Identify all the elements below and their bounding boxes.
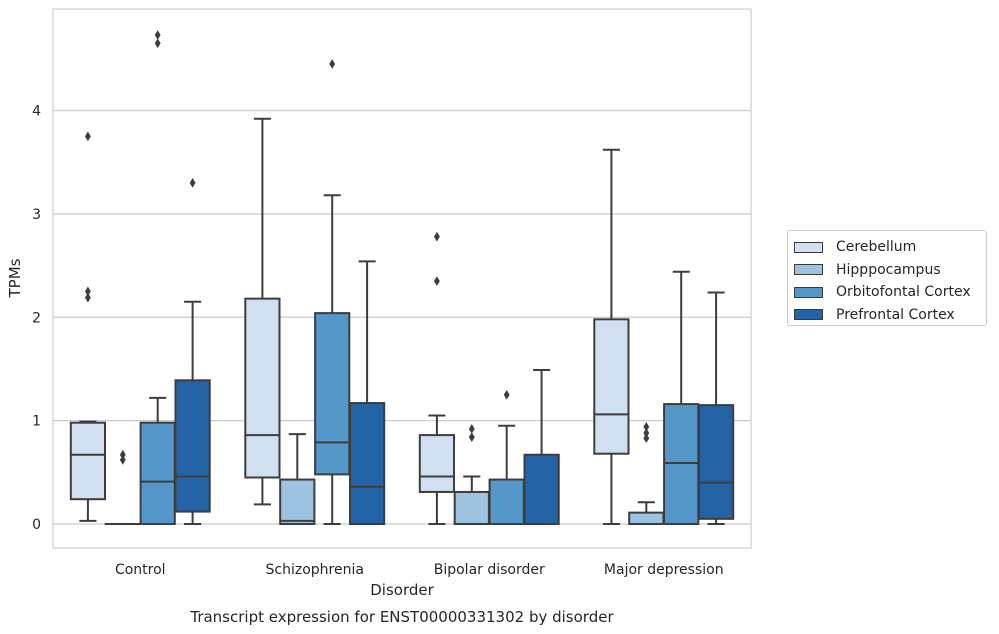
box-0-3 bbox=[593, 148, 630, 525]
box-iqr bbox=[453, 490, 490, 525]
box-iqr bbox=[523, 453, 560, 525]
box-iqr bbox=[279, 478, 316, 525]
box-2-1 bbox=[314, 59, 351, 525]
y-tick-label: 4 bbox=[32, 104, 41, 120]
legend: Cerebellum Hipppocampus Orbitofontal Corte… bbox=[787, 230, 987, 326]
box-layer bbox=[69, 30, 735, 526]
box-3-3 bbox=[697, 291, 735, 525]
box-1-1 bbox=[279, 433, 316, 525]
outlier-point bbox=[433, 231, 440, 242]
box-1-0 bbox=[104, 449, 141, 526]
y-tick-label: 2 bbox=[32, 310, 41, 326]
legend-label: Cerebellum bbox=[836, 239, 917, 256]
box-iqr bbox=[488, 478, 525, 525]
chart-title: Transcript expression for ENST0000033130… bbox=[189, 608, 614, 626]
plot-frame bbox=[52, 8, 752, 549]
x-axis-label: Disorder bbox=[370, 581, 434, 599]
y-tick-label: 3 bbox=[32, 207, 41, 223]
box-iqr bbox=[314, 312, 351, 476]
outlier-point bbox=[433, 276, 440, 286]
outlier-point bbox=[643, 421, 650, 432]
legend-label: Hipppocampus bbox=[836, 261, 941, 278]
box-iqr bbox=[348, 402, 386, 525]
y-axis-ticks: 0 1 2 3 4 bbox=[32, 104, 41, 534]
outlier-point bbox=[643, 433, 650, 444]
outlier-point bbox=[154, 38, 161, 49]
box-3-1 bbox=[348, 260, 386, 525]
box-iqr bbox=[628, 511, 665, 525]
box-iqr bbox=[174, 379, 211, 513]
outlier-point bbox=[119, 449, 126, 460]
box-2-2 bbox=[488, 389, 525, 525]
outlier-point bbox=[503, 389, 510, 400]
box-3-2 bbox=[523, 368, 560, 525]
legend-label: Orbitofontal Cortex bbox=[836, 284, 971, 301]
y-axis-label: TPMs bbox=[6, 258, 24, 298]
y-tick-label: 1 bbox=[32, 414, 41, 430]
x-tick-label: Schizophrenia bbox=[266, 562, 364, 578]
box-iqr bbox=[697, 404, 735, 520]
box-2-3 bbox=[663, 270, 700, 525]
box-iqr bbox=[663, 403, 700, 525]
legend-item: Prefrontal Cortex bbox=[794, 304, 986, 327]
box-iqr bbox=[593, 318, 630, 455]
box-0-0 bbox=[69, 131, 107, 522]
legend-item: Orbitofontal Cortex bbox=[794, 281, 986, 304]
outlier-point bbox=[468, 424, 475, 434]
y-tick-label: 0 bbox=[32, 517, 41, 533]
legend-swatch bbox=[794, 264, 823, 276]
box-1-3 bbox=[628, 421, 665, 525]
legend-label: Prefrontal Cortex bbox=[836, 306, 955, 323]
outlier-point bbox=[154, 30, 161, 40]
outlier-point bbox=[643, 428, 650, 438]
box-2-0 bbox=[139, 30, 176, 526]
outlier-point bbox=[189, 178, 196, 188]
outlier-point bbox=[329, 59, 336, 69]
x-axis-ticks: Control Schizophrenia Bipolar disorder Majo… bbox=[115, 562, 724, 578]
box-iqr bbox=[418, 434, 456, 493]
box-0-1 bbox=[244, 117, 281, 506]
box-iqr bbox=[244, 297, 281, 479]
legend-swatch bbox=[794, 309, 823, 321]
x-tick-label: Control bbox=[115, 562, 166, 578]
box-iqr bbox=[139, 421, 176, 526]
legend-swatch bbox=[794, 286, 823, 298]
box-iqr bbox=[69, 421, 107, 501]
legend-item: Cerebellum bbox=[794, 236, 986, 259]
outlier-point bbox=[119, 455, 126, 465]
outlier-point bbox=[84, 286, 91, 297]
legend-item: Hipppocampus bbox=[794, 259, 986, 282]
box-0-2 bbox=[418, 231, 456, 525]
box-3-0 bbox=[174, 178, 211, 525]
outlier-point bbox=[84, 292, 91, 303]
outlier-point bbox=[468, 432, 475, 442]
outlier-point bbox=[84, 131, 91, 142]
x-tick-label: Bipolar disorder bbox=[434, 562, 545, 578]
legend-swatch bbox=[794, 241, 823, 253]
x-tick-label: Major depression bbox=[604, 562, 724, 578]
box-1-2 bbox=[453, 424, 490, 525]
